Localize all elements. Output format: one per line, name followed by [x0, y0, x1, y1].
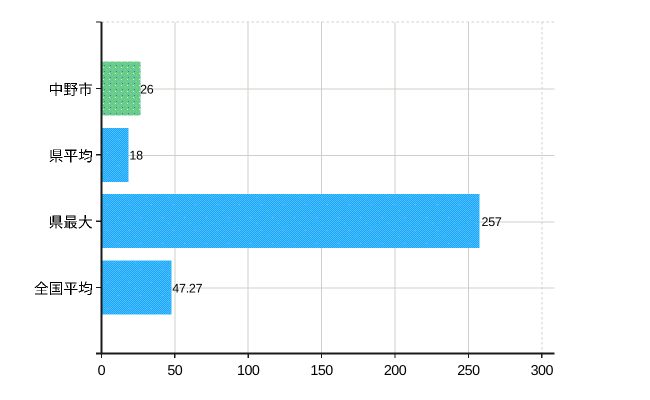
- svg-text:250: 250: [457, 363, 480, 379]
- svg-text:47.27: 47.27: [172, 282, 202, 296]
- svg-text:26: 26: [140, 82, 154, 96]
- svg-text:0: 0: [98, 363, 106, 379]
- svg-text:18: 18: [129, 149, 143, 163]
- svg-text:50: 50: [167, 363, 182, 379]
- svg-text:150: 150: [310, 363, 333, 379]
- svg-text:257: 257: [482, 215, 502, 229]
- svg-text:100: 100: [237, 363, 260, 379]
- svg-text:300: 300: [531, 363, 554, 379]
- svg-text:200: 200: [384, 363, 407, 379]
